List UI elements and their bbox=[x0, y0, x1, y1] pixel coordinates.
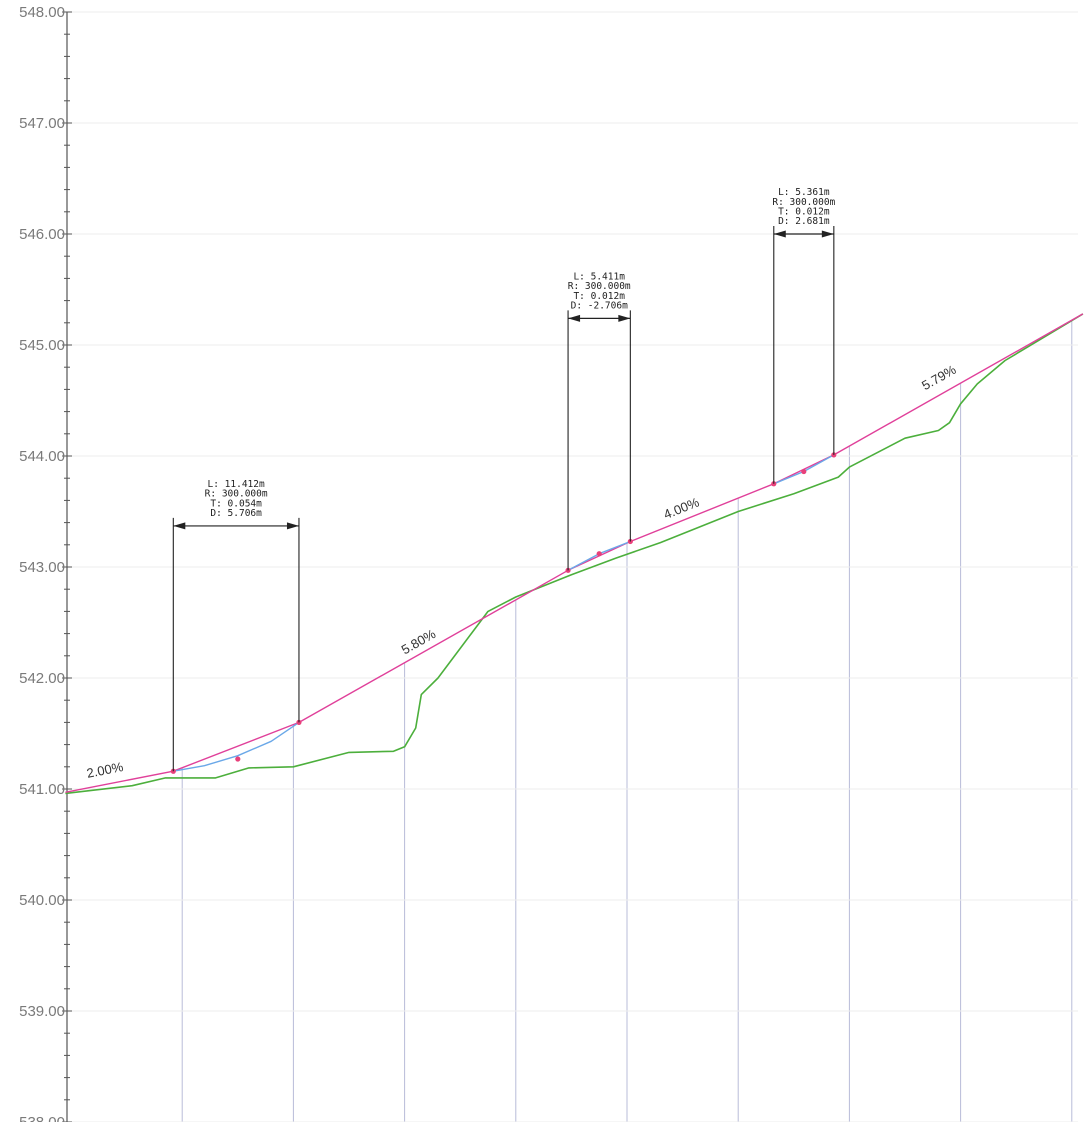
curve-param-text: T: 0.012m bbox=[778, 206, 830, 217]
curve-param-text: D: -2.706m bbox=[571, 300, 628, 311]
curve-param-text: R: 300.000m bbox=[205, 489, 268, 500]
curve-param-text: D: 2.681m bbox=[778, 216, 830, 227]
y-tick-label: 544.00 bbox=[19, 448, 65, 465]
y-tick-label: 538.00 bbox=[19, 1114, 65, 1122]
dimension-arrow bbox=[821, 230, 834, 238]
curve-param-text: T: 0.012m bbox=[573, 291, 625, 302]
curve-param-text: T: 0.054m bbox=[210, 498, 262, 509]
y-tick-label: 539.00 bbox=[19, 1003, 65, 1020]
pvi-marker bbox=[565, 567, 571, 573]
y-tick-label: 548.00 bbox=[19, 4, 65, 21]
existing-ground-line bbox=[65, 313, 1084, 795]
y-tick-label: 540.00 bbox=[19, 892, 65, 909]
dimension-arrow bbox=[286, 522, 299, 530]
grade-label: 5.80% bbox=[399, 626, 439, 657]
pvi-marker bbox=[596, 551, 602, 557]
grade-label: 2.00% bbox=[85, 759, 124, 781]
curve-param-text: L: 5.361m bbox=[778, 187, 830, 198]
y-tick-label: 546.00 bbox=[19, 226, 65, 243]
curve-param-text: L: 5.411m bbox=[573, 272, 625, 283]
dimension-arrow bbox=[773, 230, 786, 238]
y-tick-label: 543.00 bbox=[19, 559, 65, 576]
y-tick-label: 541.00 bbox=[19, 781, 65, 798]
dimension-arrow bbox=[568, 314, 581, 322]
curve-param-text: L: 11.412m bbox=[208, 479, 265, 490]
curve-param-text: D: 5.706m bbox=[210, 508, 262, 519]
y-tick-label: 542.00 bbox=[19, 670, 65, 687]
dimension-arrow bbox=[618, 314, 631, 322]
grade-label: 5.79% bbox=[919, 362, 959, 393]
pvi-marker bbox=[235, 756, 241, 762]
vertical-curve-line bbox=[173, 721, 300, 772]
curve-param-text: R: 300.000m bbox=[568, 281, 631, 292]
curve-param-text: R: 300.000m bbox=[772, 197, 835, 208]
dimension-arrow bbox=[173, 522, 186, 530]
y-tick-label: 545.00 bbox=[19, 337, 65, 354]
y-tick-label: 547.00 bbox=[19, 115, 65, 132]
grade-label: 4.00% bbox=[661, 494, 701, 522]
pvi-marker bbox=[801, 468, 807, 475]
